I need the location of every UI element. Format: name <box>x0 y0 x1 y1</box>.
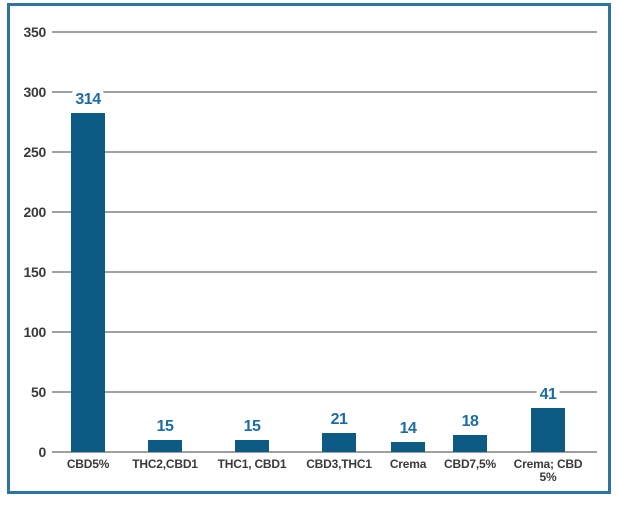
gridline <box>52 391 597 393</box>
gridline <box>52 211 597 213</box>
category-label: THC2,CBD1 <box>132 457 198 471</box>
bar <box>71 113 105 452</box>
bar <box>453 435 487 452</box>
y-tick-label: 50 <box>31 384 46 400</box>
category-label: CBD3,THC1 <box>306 457 372 471</box>
bar-value-label: 15 <box>240 417 264 437</box>
category-label: CBD5% <box>66 457 110 471</box>
category-label: Crema; CBD 5% <box>513 457 583 484</box>
bar <box>531 408 565 452</box>
bar <box>391 442 425 452</box>
bar-value-label: 41 <box>536 385 560 405</box>
gridline <box>52 271 597 273</box>
gridline <box>52 331 597 333</box>
gridline <box>52 451 597 453</box>
y-tick-label: 300 <box>23 84 47 100</box>
bar-value-label: 14 <box>396 419 420 439</box>
y-tick-label: 100 <box>23 324 47 340</box>
gridline <box>52 151 597 153</box>
category-label: Crema <box>389 457 427 471</box>
bar-value-label: 21 <box>327 410 351 430</box>
bar <box>235 440 269 452</box>
bar-value-label: 15 <box>153 417 177 437</box>
bar-value-label: 18 <box>458 412 482 432</box>
y-tick-label: 350 <box>23 24 47 40</box>
y-tick-label: 0 <box>38 444 47 460</box>
category-label: CBD7,5% <box>444 457 496 471</box>
y-tick-label: 250 <box>23 144 47 160</box>
y-tick-label: 150 <box>23 264 47 280</box>
chart-frame <box>7 3 611 494</box>
gridline <box>52 31 597 33</box>
bar-value-label: 314 <box>72 90 104 110</box>
category-label: THC1, CBD1 <box>217 457 287 471</box>
bar <box>322 433 356 452</box>
y-tick-label: 200 <box>23 204 47 220</box>
bar <box>148 440 182 452</box>
gridline <box>52 91 597 93</box>
